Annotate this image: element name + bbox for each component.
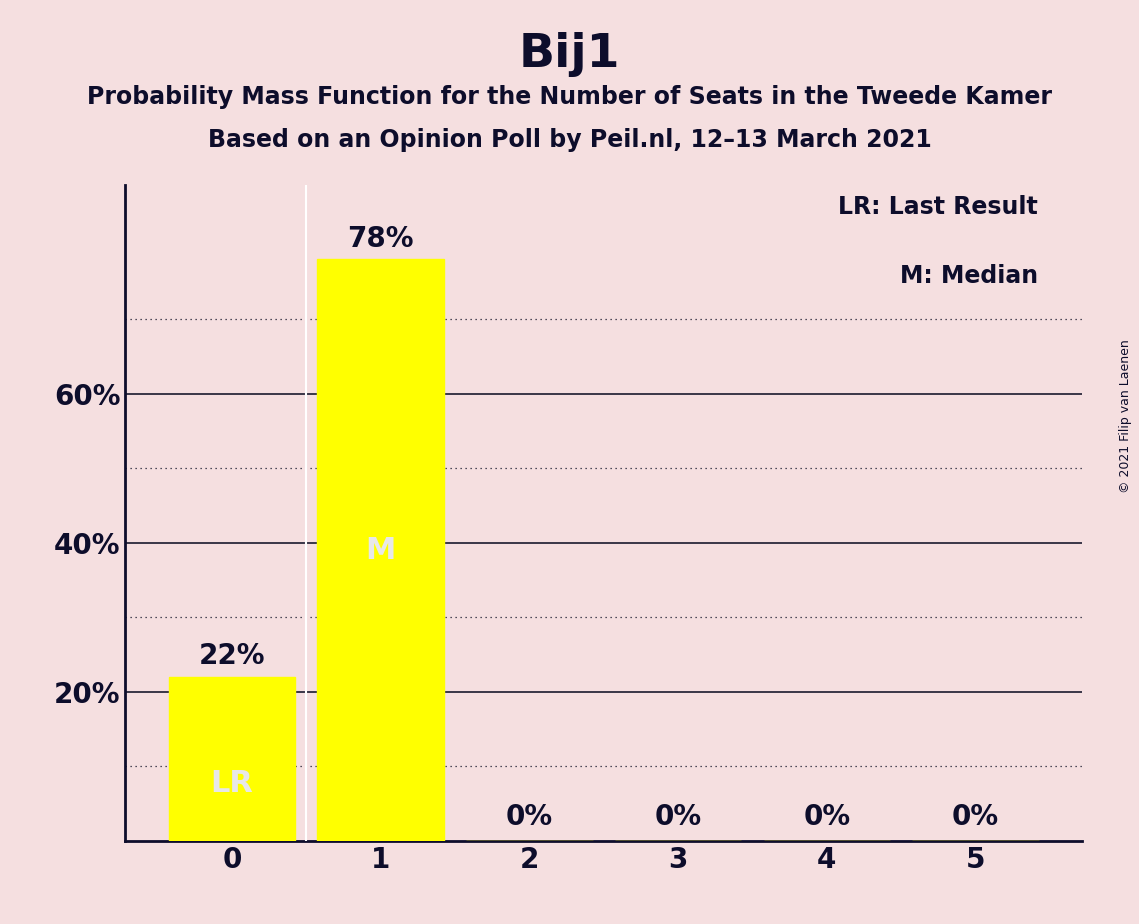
Text: Based on an Opinion Poll by Peil.nl, 12–13 March 2021: Based on an Opinion Poll by Peil.nl, 12–… bbox=[207, 128, 932, 152]
Text: LR: Last Result: LR: Last Result bbox=[838, 195, 1038, 219]
Text: 0%: 0% bbox=[506, 803, 552, 832]
Text: 22%: 22% bbox=[198, 642, 265, 670]
Text: Bij1: Bij1 bbox=[518, 32, 621, 78]
Text: 0%: 0% bbox=[803, 803, 850, 832]
Text: M: Median: M: Median bbox=[900, 263, 1038, 287]
Bar bbox=[169, 676, 295, 841]
Text: © 2021 Filip van Laenen: © 2021 Filip van Laenen bbox=[1118, 339, 1132, 492]
Text: LR: LR bbox=[211, 769, 253, 798]
Text: 0%: 0% bbox=[655, 803, 702, 832]
Text: 0%: 0% bbox=[952, 803, 999, 832]
Text: Probability Mass Function for the Number of Seats in the Tweede Kamer: Probability Mass Function for the Number… bbox=[87, 85, 1052, 109]
Bar bbox=[318, 260, 444, 841]
Text: M: M bbox=[366, 536, 396, 565]
Text: 78%: 78% bbox=[347, 225, 413, 252]
